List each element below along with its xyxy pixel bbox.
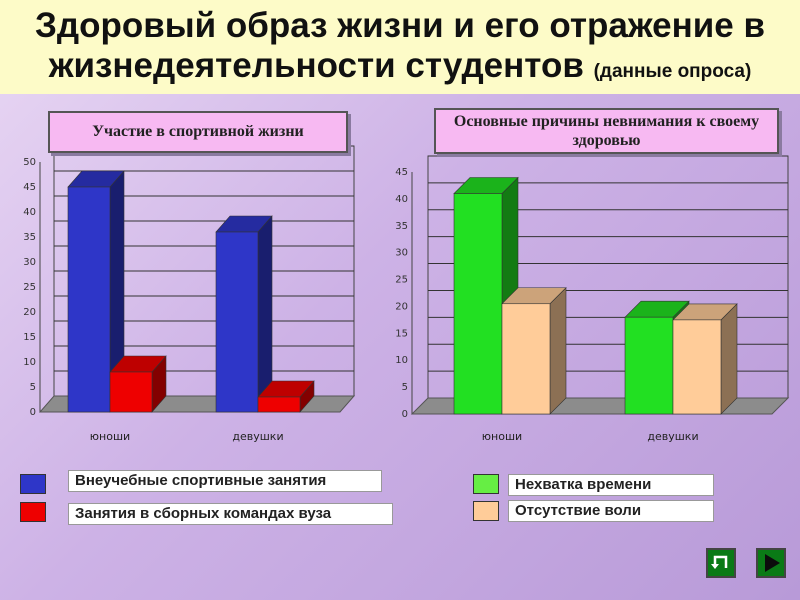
chart1-ytick-9: 45	[23, 182, 36, 193]
chart2-bar-0-0	[453, 193, 503, 415]
chart2-ytick-1: 5	[402, 382, 408, 393]
chart1-ytick-2: 10	[23, 357, 36, 368]
page-title-main: жизнедеятельности студентов	[48, 46, 584, 85]
chart2-xtick-0: юноши	[482, 430, 522, 443]
chart1-title: Участие в спортивной жизни	[48, 111, 348, 153]
chart2-ytick-6: 30	[395, 248, 408, 259]
chart2-ytick-0: 0	[402, 409, 408, 420]
chart2-ytick-3: 15	[395, 328, 408, 339]
chart2-ytick-9: 45	[395, 167, 408, 178]
chart2-title: Основные причины невнимания к своему здо…	[434, 108, 779, 154]
chart1-ytick-3: 15	[23, 332, 36, 343]
chart2-title-text: Основные причины невнимания к своему здо…	[453, 113, 760, 149]
chart1-ytick-5: 25	[23, 282, 36, 293]
chart1-xtick-0: юноши	[90, 430, 130, 443]
page-title-note: (данные опроса)	[593, 61, 752, 82]
chart1-ytick-0: 0	[30, 407, 36, 418]
chart2-bar-0-1	[501, 303, 551, 415]
legend2-swatch-green	[473, 474, 499, 494]
legend2-label-0: Нехватка времени	[508, 474, 714, 496]
chart1-bar-1-1	[257, 396, 301, 413]
chart1-ytick-10: 50	[23, 157, 36, 168]
chart2-ytick-4: 20	[395, 301, 408, 312]
legend1-label-0: Внеучебные спортивные занятия	[68, 470, 382, 492]
chart2-bar-1-1-side	[720, 303, 738, 415]
page-title-line1: Здоровый образ жизни и его отражение в	[34, 6, 766, 45]
legend2-label-1: Отсутствие воли	[508, 500, 714, 522]
chart2-bar-1-1	[672, 319, 722, 415]
chart1-ytick-1: 5	[30, 382, 36, 393]
chart1-ytick-6: 30	[23, 257, 36, 268]
title-band	[0, 0, 800, 94]
chart2-ytick-8: 40	[395, 194, 408, 205]
next-button[interactable]	[756, 548, 786, 578]
chart2-bar-1-0	[624, 316, 674, 415]
legend1-swatch-blue	[20, 474, 46, 494]
chart1-bar-0-0	[67, 186, 111, 413]
return-button[interactable]	[706, 548, 736, 578]
legend1-swatch-red	[20, 502, 46, 522]
chart1-bar-0-1	[109, 371, 153, 413]
chart1-ytick-7: 35	[23, 232, 36, 243]
chart2-xtick-1: девушки	[647, 430, 698, 443]
chart2-bar-0-1-side	[549, 287, 567, 415]
chart1-ytick-4: 20	[23, 307, 36, 318]
return-icon	[711, 555, 728, 569]
legend2-swatch-peach	[473, 501, 499, 521]
chart1-bar-1-0	[215, 231, 259, 413]
chart1-ytick-8: 40	[23, 207, 36, 218]
chart2-ytick-7: 35	[395, 221, 408, 232]
chart2-ytick-5: 25	[395, 275, 408, 286]
play-forward-icon	[765, 554, 780, 572]
chart1-xtick-1: девушки	[232, 430, 283, 443]
chart2-ytick-2: 10	[395, 355, 408, 366]
legend1-label-1: Занятия в сборных командах вуза	[68, 503, 393, 525]
page-title-line2: жизнедеятельности студентов (данные опро…	[0, 46, 800, 86]
